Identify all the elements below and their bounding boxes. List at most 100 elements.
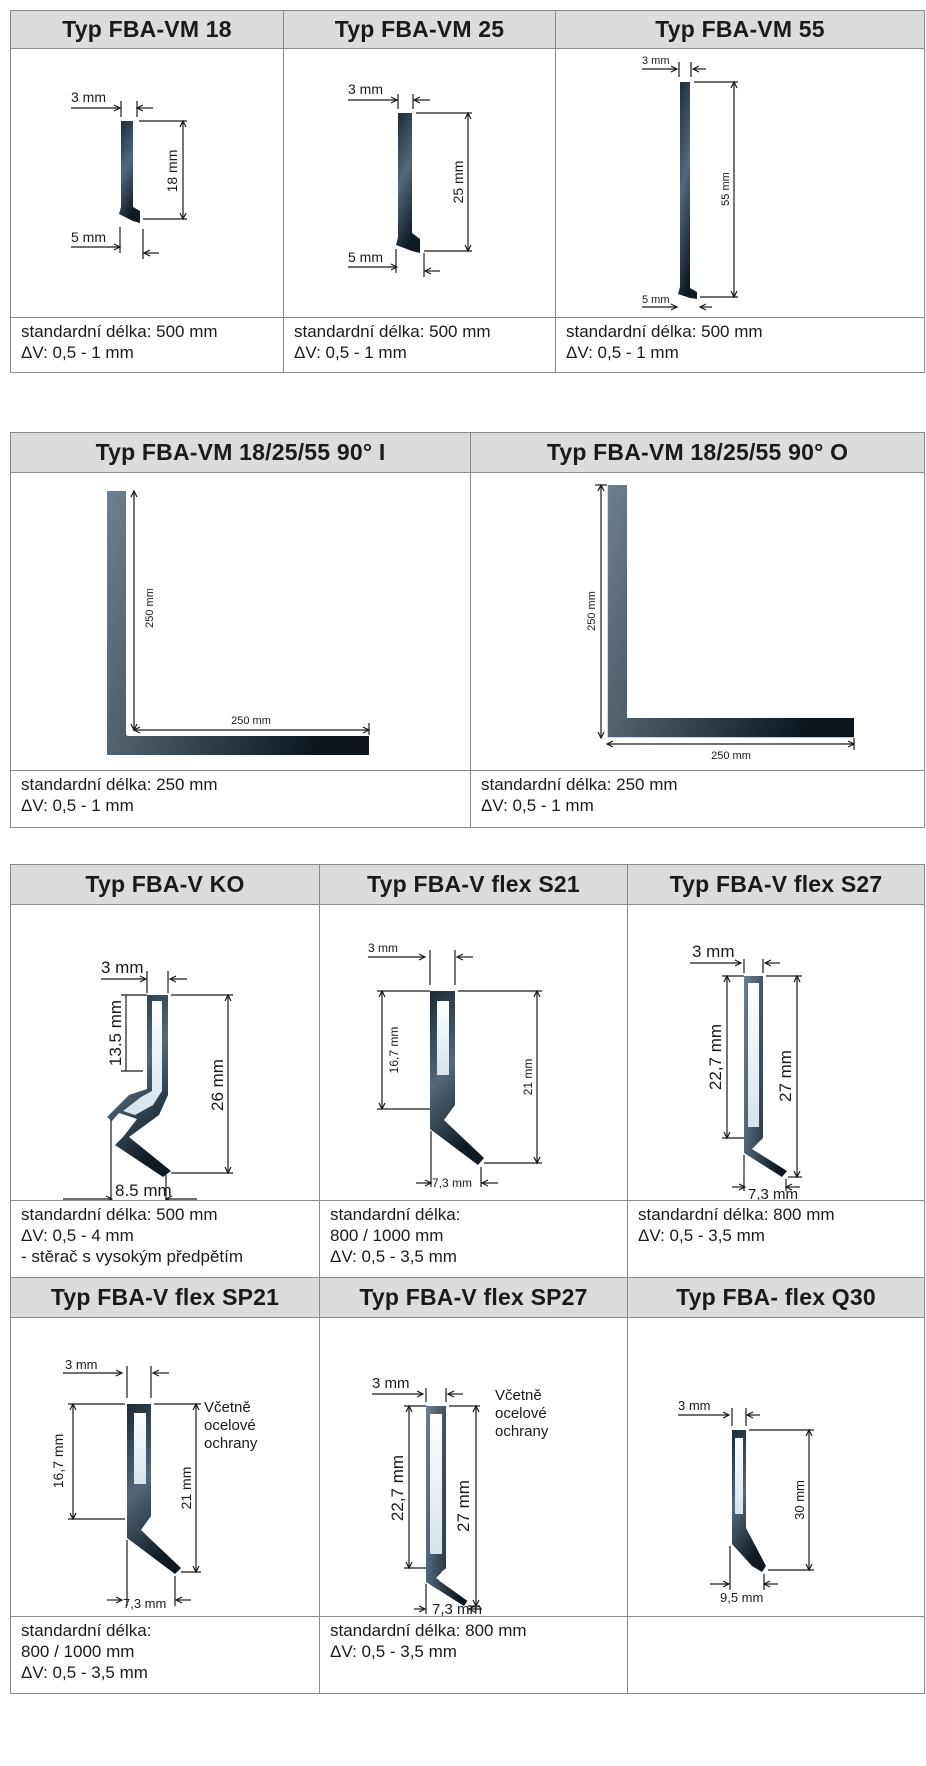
spec-line: ΔV: 0,5 - 3,5 mm — [330, 1642, 457, 1661]
dim-height: 55 mm — [720, 172, 732, 206]
product-specs: standardní délka: 500 mm ΔV: 0,5 - 1 mm — [283, 317, 556, 373]
dim-height: 30 mm — [792, 1480, 807, 1520]
product-title: Typ FBA- flex Q30 — [627, 1277, 925, 1318]
dim-height: 27 mm — [454, 1480, 473, 1532]
spec-line: standardní délka: 800 mm — [638, 1205, 835, 1224]
dim-height: 21 mm — [178, 1467, 194, 1510]
drawing-cell: 3 mm 13.5 mm 26 mm 8.5 mm — [10, 904, 320, 1201]
dim-thickness: 3 mm — [71, 89, 106, 105]
note-line: Včetně — [204, 1399, 251, 1416]
dim-horizontal: 250 mm — [231, 715, 271, 727]
product-specs: standardní délka: 250 mm ΔV: 0,5 - 1 mm — [470, 770, 925, 828]
spec-line: 800 / 1000 mm — [21, 1642, 135, 1661]
blade-diagram-sp27: 3 mm 22,7 mm 27 mm Včetně ocelové ochran… — [372, 1375, 549, 1616]
spec-line: ΔV: 0,5 - 3,5 mm — [638, 1226, 765, 1245]
dim-thickness: 3 mm — [101, 958, 144, 977]
spec-line: ΔV: 0,5 - 1 mm — [566, 343, 679, 362]
dim-note: : — [750, 1614, 754, 1616]
drawing-cell: 55 mm 3 mm 5 mm — [555, 48, 925, 318]
blade-diagram-s21: 3 mm 16,7 mm 21 mm 7,3 mm — [368, 941, 542, 1190]
product-title: Typ FBA-VM 25 — [283, 10, 556, 49]
drawing-cell: 3 mm 30 mm 9,5 mm : — [627, 1317, 925, 1617]
spec-line: ΔV: 0,5 - 1 mm — [21, 343, 134, 362]
dim-tip: 7,3 mm — [123, 1596, 166, 1611]
blade-diagram-s27: 3 mm 22,7 mm 27 mm 7,3 mm — [690, 942, 802, 1200]
spec-line: standardní délka: 800 mm — [330, 1621, 527, 1640]
spec-line: ΔV: 0,5 - 4 mm — [21, 1226, 134, 1245]
note-line: Včetně — [495, 1387, 542, 1404]
note-line: ocelové — [204, 1417, 256, 1434]
dim-thickness: 3 mm — [348, 81, 383, 97]
spec-line: standardní délka: 250 mm — [481, 775, 678, 794]
product-title: Typ FBA-V flex S27 — [627, 864, 925, 905]
dim-thickness: 3 mm — [65, 1357, 98, 1372]
dim-tip: 7,3 mm — [748, 1186, 798, 1200]
section-vm-angle: Typ FBA-VM 18/25/55 90° I Typ FBA-VM 18/… — [10, 432, 925, 828]
spec-line: standardní délka: 250 mm — [21, 775, 218, 794]
angle-diagram-inner: 250 mm 250 mm — [107, 489, 371, 755]
product-specs: standardní délka: 250 mm ΔV: 0,5 - 1 mm — [10, 770, 471, 828]
dim-inner-height: 13.5 mm — [106, 1000, 125, 1066]
spec-line: ΔV: 0,5 - 1 mm — [21, 796, 134, 815]
spec-line: 800 / 1000 mm — [330, 1226, 444, 1245]
dim-thickness: 3 mm — [368, 941, 398, 955]
dim-inner-height: 22,7 mm — [706, 1024, 725, 1090]
drawing-cell: 25 mm 3 mm 5 mm — [283, 48, 556, 318]
dim-inner-height: 22,7 mm — [388, 1455, 407, 1521]
dim-height: 25 mm — [450, 161, 466, 204]
product-specs: standardní délka: 500 mm ΔV: 0,5 - 1 mm — [10, 317, 284, 373]
drawing-cell: 3 mm 22,7 mm 27 mm 7,3 mm — [627, 904, 925, 1201]
spec-line: - stěrač s vysokým předpětím — [21, 1247, 244, 1266]
note-line: ochrany — [495, 1423, 549, 1440]
product-specs: standardní délka: 800 mm ΔV: 0,5 - 3,5 m… — [319, 1616, 628, 1694]
product-title: Typ FBA-V KO — [10, 864, 320, 905]
dim-inner-height: 16,7 mm — [50, 1434, 66, 1488]
blade-diagram-vm25: 25 mm 3 mm 5 mm — [348, 81, 472, 277]
drawing-cell: 3 mm 16,7 mm 21 mm 7,3 mm — [319, 904, 628, 1201]
product-title: Typ FBA-VM 55 — [555, 10, 925, 49]
dim-vertical: 250 mm — [586, 591, 598, 631]
blade-diagram-vm18: 18 mm 3 mm 5 mm — [71, 89, 187, 259]
spec-line: standardní délka: — [330, 1205, 461, 1224]
product-specs: standardní délka: 800 mm ΔV: 0,5 - 3,5 m… — [627, 1200, 925, 1279]
dim-thickness: 3 mm — [372, 1375, 410, 1392]
dim-tip: 5 mm — [348, 249, 383, 265]
note-line: ocelové — [495, 1405, 547, 1422]
product-title: Typ FBA-VM 18/25/55 90° O — [470, 432, 925, 473]
spec-line: standardní délka: 500 mm — [21, 322, 218, 341]
product-title: Typ FBA-V flex SP21 — [10, 1277, 320, 1318]
section-v: Typ FBA-V KO Typ FBA-V flex S21 Typ FBA-… — [10, 864, 925, 1279]
spec-line: standardní délka: 500 mm — [566, 322, 763, 341]
drawing-cell: 250 mm 250 mm — [10, 472, 471, 771]
product-specs: standardní délka: 500 mm ΔV: 0,5 - 4 mm … — [10, 1200, 320, 1279]
product-title: Typ FBA-VM 18 — [10, 10, 284, 49]
spec-line: standardní délka: — [21, 1621, 152, 1640]
product-specs-empty — [627, 1616, 925, 1694]
dim-tip: 9,5 mm — [720, 1590, 763, 1605]
dim-height: 27 mm — [776, 1050, 795, 1102]
dim-height: 21 mm — [521, 1059, 535, 1096]
spec-line: standardní délka: 500 mm — [21, 1205, 218, 1224]
blade-diagram-vm55: 55 mm 3 mm 5 mm — [642, 55, 738, 311]
dim-height: 26 mm — [208, 1059, 227, 1111]
product-title: Typ FBA-V flex SP27 — [319, 1277, 628, 1318]
blade-diagram-q30: 3 mm 30 mm 9,5 mm : — [678, 1398, 814, 1616]
spec-line: ΔV: 0,5 - 3,5 mm — [330, 1247, 457, 1266]
blade-diagram-ko: 3 mm 13.5 mm 26 mm 8.5 mm — [63, 958, 233, 1200]
dim-thickness: 3 mm — [678, 1398, 711, 1413]
drawing-cell: 3 mm 16,7 mm 21 mm Včetně ocelové ochran… — [10, 1317, 320, 1617]
dim-thickness: 3 mm — [642, 55, 670, 67]
drawing-cell: 250 mm 250 mm — [470, 472, 925, 771]
section-flex: Typ FBA-V flex SP21 Typ FBA-V flex SP27 … — [10, 1277, 925, 1694]
blade-diagram-sp21: 3 mm 16,7 mm 21 mm Včetně ocelové ochran… — [50, 1357, 258, 1611]
drawing-cell: 18 mm 3 mm 5 mm — [10, 48, 284, 318]
product-specs: standardní délka: 800 / 1000 mm ΔV: 0,5 … — [10, 1616, 320, 1694]
product-title: Typ FBA-VM 18/25/55 90° I — [10, 432, 471, 473]
product-specs: standardní délka: 800 / 1000 mm ΔV: 0,5 … — [319, 1200, 628, 1279]
product-specs: standardní délka: 500 mm ΔV: 0,5 - 1 mm — [555, 317, 925, 373]
dim-horizontal: 250 mm — [711, 750, 751, 762]
spec-line: standardní délka: 500 mm — [294, 322, 491, 341]
dim-vertical: 250 mm — [144, 588, 156, 628]
dim-tip: 5 mm — [642, 294, 670, 306]
dim-tip: 5 mm — [71, 229, 106, 245]
